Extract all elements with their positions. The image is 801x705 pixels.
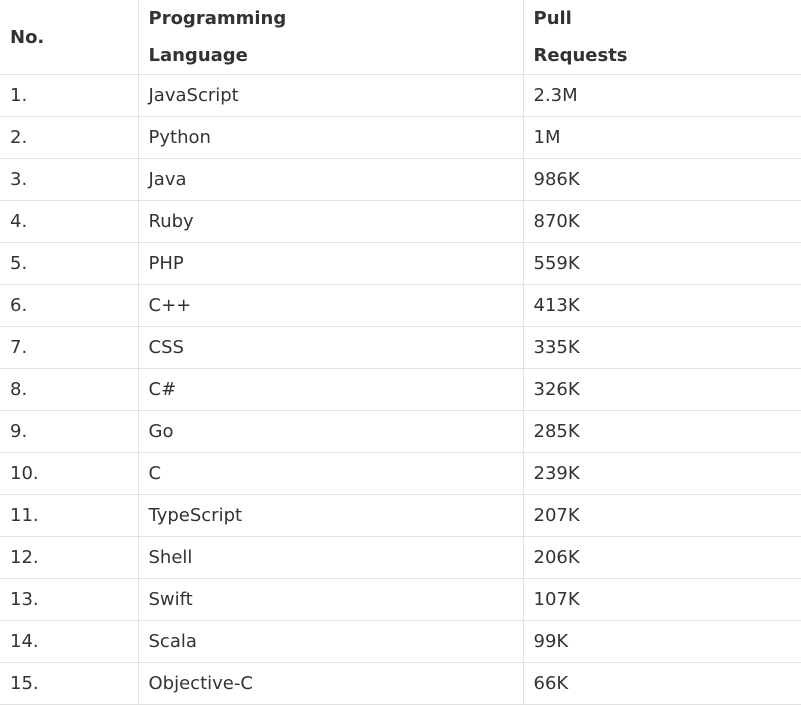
cell-no: 7.: [0, 327, 138, 369]
cell-language: Shell: [138, 537, 523, 579]
cell-no: 4.: [0, 201, 138, 243]
cell-no: 11.: [0, 495, 138, 537]
cell-no: 15.: [0, 663, 138, 705]
cell-no: 3.: [0, 159, 138, 201]
cell-language: Objective-C: [138, 663, 523, 705]
cell-pull-requests: 326K: [523, 369, 801, 411]
cell-language: C#: [138, 369, 523, 411]
header-language: Programming Language: [138, 0, 523, 75]
cell-pull-requests: 335K: [523, 327, 801, 369]
header-pull-requests: Pull Requests: [523, 0, 801, 75]
cell-language: TypeScript: [138, 495, 523, 537]
header-no-label: No.: [10, 19, 138, 56]
cell-pull-requests: 206K: [523, 537, 801, 579]
cell-pull-requests: 285K: [523, 411, 801, 453]
table-row: 6.C++413K: [0, 285, 801, 327]
cell-language: CSS: [138, 327, 523, 369]
cell-pull-requests: 2.3M: [523, 75, 801, 117]
cell-pull-requests: 107K: [523, 579, 801, 621]
cell-language: Java: [138, 159, 523, 201]
cell-no: 8.: [0, 369, 138, 411]
cell-no: 14.: [0, 621, 138, 663]
cell-pull-requests: 1M: [523, 117, 801, 159]
table-row: 8.C#326K: [0, 369, 801, 411]
cell-no: 2.: [0, 117, 138, 159]
header-language-line1: Programming: [149, 0, 523, 37]
cell-language: Swift: [138, 579, 523, 621]
cell-pull-requests: 413K: [523, 285, 801, 327]
cell-language: Python: [138, 117, 523, 159]
header-no: No.: [0, 0, 138, 75]
cell-no: 10.: [0, 453, 138, 495]
header-pulls-line1: Pull: [534, 0, 801, 37]
header-language-line2: Language: [149, 37, 523, 74]
cell-pull-requests: 870K: [523, 201, 801, 243]
cell-no: 6.: [0, 285, 138, 327]
cell-language: C: [138, 453, 523, 495]
cell-pull-requests: 207K: [523, 495, 801, 537]
cell-language: C++: [138, 285, 523, 327]
cell-pull-requests: 986K: [523, 159, 801, 201]
cell-pull-requests: 99K: [523, 621, 801, 663]
cell-no: 5.: [0, 243, 138, 285]
cell-language: Go: [138, 411, 523, 453]
header-pulls-line2: Requests: [534, 37, 801, 74]
cell-pull-requests: 66K: [523, 663, 801, 705]
table-header-row: No. Programming Language Pull Requests: [0, 0, 801, 75]
cell-no: 13.: [0, 579, 138, 621]
cell-language: JavaScript: [138, 75, 523, 117]
cell-no: 12.: [0, 537, 138, 579]
cell-language: PHP: [138, 243, 523, 285]
cell-pull-requests: 239K: [523, 453, 801, 495]
cell-language: Scala: [138, 621, 523, 663]
cell-no: 1.: [0, 75, 138, 117]
cell-language: Ruby: [138, 201, 523, 243]
cell-pull-requests: 559K: [523, 243, 801, 285]
cell-no: 9.: [0, 411, 138, 453]
